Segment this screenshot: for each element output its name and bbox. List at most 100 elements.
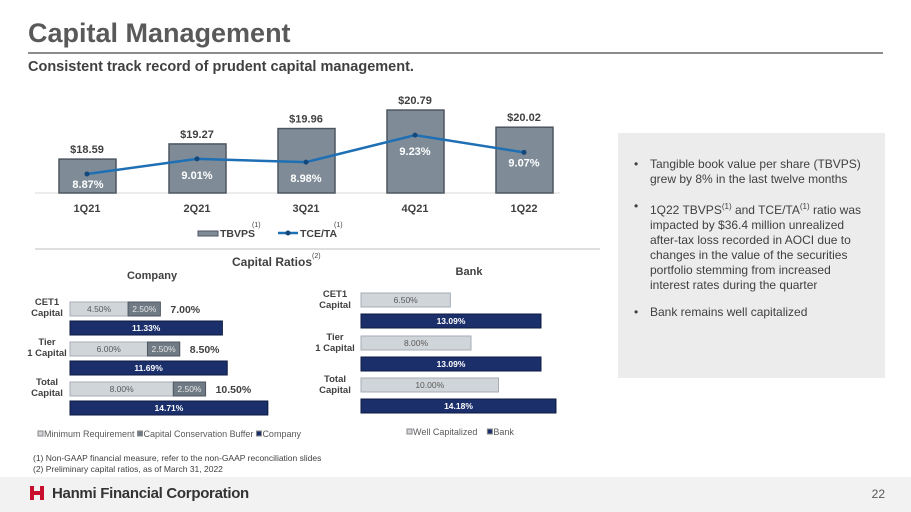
tbvps-bar [168, 143, 227, 194]
tce-ta-label: 9.23% [399, 146, 430, 158]
bar-label: 11.33% [132, 323, 161, 333]
tbvps-bar [386, 109, 445, 194]
total-requirement-label: 8.50% [190, 344, 220, 356]
legend-label-tce: TCE/TA [300, 228, 338, 240]
bar-label: 8.00% [110, 384, 135, 394]
company-ratio-bar [69, 400, 269, 416]
tbvps-bar [495, 126, 554, 194]
bar-label: 8.00% [404, 338, 429, 348]
section-title: Capital Ratios [232, 255, 312, 269]
tbvps-bar [58, 158, 117, 194]
key-points-panel: Tangible book value per share (TBVPS) gr… [618, 133, 885, 378]
x-tick-label: 1Q21 [74, 203, 101, 215]
legend-swatch [137, 430, 144, 437]
conservation-buffer-bar [146, 341, 181, 357]
bar-label: 13.09% [437, 359, 466, 369]
company-chart-title: Company [127, 270, 178, 282]
bar-label: 2.50% [152, 344, 177, 354]
legend-swatch [486, 428, 493, 435]
bar-label: 4.50% [87, 304, 112, 314]
tbvps-label: $19.96 [289, 114, 323, 126]
legend-superscript: (1) [334, 222, 343, 229]
total-requirement-label: 7.00% [170, 304, 200, 316]
footnote-1: (1) Non-GAAP financial measure, refer to… [33, 453, 322, 463]
bank-category-label: CET1 [323, 289, 348, 300]
bar-label: 14.71% [155, 403, 184, 413]
bank-category-label: Total [324, 374, 346, 385]
conservation-buffer-bar [172, 381, 207, 397]
bank-category-label: Capital [319, 385, 351, 396]
logo-text: Hanmi Financial Corporation [52, 484, 249, 502]
bar-label: 13.09% [437, 316, 466, 326]
bar-label: 14.18% [444, 401, 473, 411]
bank-category-label: Capital [319, 300, 351, 311]
bar-label: 6.00% [97, 344, 122, 354]
company-ratio-bar [69, 360, 228, 376]
bar-label: 11.69% [134, 363, 163, 373]
tbvps-label: $19.27 [180, 129, 214, 141]
x-tick-label: 4Q21 [402, 203, 429, 215]
tbvps-label: $20.79 [398, 95, 432, 107]
bar-label: 2.50% [177, 384, 202, 394]
bank-category-label: Tier [326, 332, 344, 343]
legend-swatch [37, 430, 44, 437]
bullet-list: Tangible book value per share (TBVPS) gr… [632, 157, 871, 320]
bar-label: 10.00% [415, 380, 444, 390]
legend-label: Well Capitalized [413, 427, 477, 437]
page-number: 22 [871, 487, 885, 501]
tce-ta-label: 9.07% [508, 157, 539, 169]
company-category-label: Total [36, 377, 58, 388]
tce-ta-point [521, 149, 527, 155]
charts-canvas: $18.59 1Q21 $19.27 2Q21 $19.96 3Q21 $20.79 4Q21… [27, 95, 600, 439]
total-requirement-label: 10.50% [216, 384, 252, 396]
bar-label: 6.50% [394, 295, 419, 305]
hanmi-logo-icon [30, 486, 44, 500]
legend-superscript: (1) [252, 222, 261, 229]
tce-ta-label: 8.87% [72, 179, 103, 191]
well-capitalized-bar [360, 292, 451, 308]
legend-label-tbvps: TBVPS [220, 228, 255, 240]
page-title: Capital Management [28, 18, 291, 48]
footnote-2: (2) Preliminary capital ratios, as of Ma… [33, 464, 223, 474]
bank-ratio-bar [360, 356, 542, 372]
bar-label: 2.50% [132, 304, 157, 314]
legend-label: Capital Conservation Buffer [144, 429, 254, 439]
tce-ta-point [194, 156, 200, 162]
x-tick-label: 3Q21 [293, 203, 320, 215]
legend-marker-tce [285, 230, 291, 236]
conservation-buffer-bar [127, 301, 161, 317]
tbvps-label: $18.59 [70, 144, 104, 156]
bank-ratio-bar [360, 398, 557, 414]
company-category-label: Capital [31, 388, 63, 399]
company-logo: Hanmi Financial Corporation [28, 484, 249, 502]
x-tick-label: 1Q22 [511, 203, 538, 215]
page-subtitle: Consistent track record of prudent capit… [28, 59, 414, 75]
company-category-label: 1 Capital [27, 348, 67, 359]
legend-swatch [406, 428, 413, 435]
tbvps-label: $20.02 [507, 112, 541, 124]
x-tick-label: 2Q21 [184, 203, 211, 215]
legend-label: Bank [493, 427, 514, 437]
footer-bar [0, 477, 911, 512]
well-capitalized-bar [360, 335, 472, 351]
title-divider [28, 52, 883, 54]
tce-ta-label: 8.98% [290, 173, 321, 185]
tce-ta-point [84, 171, 90, 177]
bullet-item: Bank remains well capitalized [632, 305, 871, 320]
legend-swatch [255, 430, 262, 437]
company-category-label: Capital [31, 308, 63, 319]
legend-label: Company [262, 429, 301, 439]
well-capitalized-bar [360, 377, 499, 393]
bank-category-label: 1 Capital [315, 343, 355, 354]
tce-ta-point [303, 159, 309, 165]
company-category-label: CET1 [35, 297, 60, 308]
legend-swatch-tbvps [197, 230, 219, 237]
bank-chart-title: Bank [456, 266, 484, 278]
section-superscript: (2) [312, 253, 321, 260]
tce-ta-point [412, 132, 418, 138]
bank-ratio-bar [360, 313, 542, 329]
company-category-label: Tier [38, 337, 56, 348]
bullet-item: 1Q22 TBVPS(1) and TCE/TA(1) ratio was im… [632, 199, 871, 293]
bullet-item: Tangible book value per share (TBVPS) gr… [632, 157, 871, 187]
company-ratio-bar [69, 320, 223, 336]
